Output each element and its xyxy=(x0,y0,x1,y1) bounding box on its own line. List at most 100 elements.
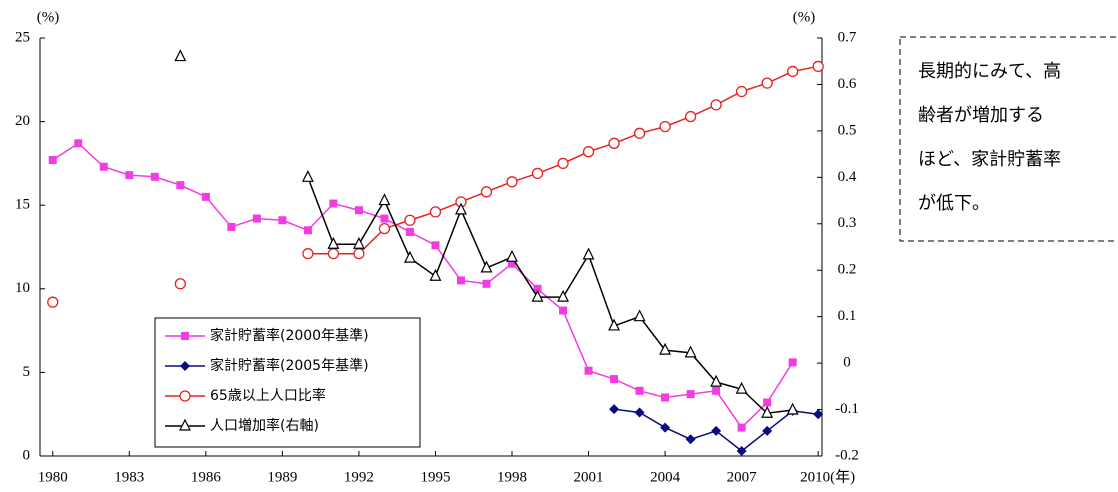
marker xyxy=(327,248,340,260)
x-tick-label: 1980 xyxy=(38,469,68,485)
marker xyxy=(378,222,391,235)
marker xyxy=(455,202,467,215)
marker xyxy=(608,137,620,149)
annotation-text: 齢者が増加する xyxy=(918,105,1044,126)
marker xyxy=(761,77,773,89)
marker xyxy=(684,345,697,358)
marker xyxy=(661,393,670,402)
marker xyxy=(737,423,746,432)
marker xyxy=(429,268,442,281)
legend-label: 65歳以上人口比率 xyxy=(210,387,326,404)
marker xyxy=(180,361,190,371)
marker xyxy=(633,309,646,322)
series-line xyxy=(52,142,794,429)
y2-tick-label: 0.4 xyxy=(838,169,857,185)
marker xyxy=(403,250,416,263)
y2-tick-label: 0.7 xyxy=(838,29,857,45)
marker xyxy=(506,176,518,188)
legend-label: 人口増加率(右軸) xyxy=(210,417,319,434)
marker xyxy=(762,425,773,436)
marker xyxy=(712,386,721,395)
marker xyxy=(710,99,722,111)
marker xyxy=(329,199,338,208)
marker xyxy=(48,156,57,165)
y-tick-label: 15 xyxy=(15,197,30,213)
y2-unit-label: (%) xyxy=(793,9,816,25)
marker xyxy=(252,214,261,223)
marker xyxy=(609,404,620,415)
marker xyxy=(47,296,59,308)
x-tick-label: 2007 xyxy=(727,469,758,485)
series-line xyxy=(307,177,793,415)
marker xyxy=(482,279,491,288)
y-unit-label: (%) xyxy=(37,9,60,25)
marker xyxy=(763,398,772,407)
marker xyxy=(812,60,824,73)
y-tick-label: 10 xyxy=(15,280,30,296)
annotation-text: 長期的にみて、高 xyxy=(918,61,1061,82)
marker xyxy=(559,306,568,315)
legend-label: 家計貯蓄率(2005年基準) xyxy=(210,357,369,374)
marker xyxy=(354,206,363,215)
y2-tick-label: 0.3 xyxy=(838,215,857,231)
marker xyxy=(125,171,134,180)
marker xyxy=(635,386,644,395)
marker xyxy=(533,284,542,293)
marker xyxy=(660,422,671,433)
marker xyxy=(788,358,797,367)
marker xyxy=(227,222,236,231)
marker xyxy=(74,139,83,148)
marker xyxy=(429,206,442,218)
marker xyxy=(431,241,440,250)
y-tick-label: 0 xyxy=(23,447,31,463)
marker xyxy=(584,366,593,375)
marker xyxy=(327,236,340,249)
marker xyxy=(480,186,493,198)
marker xyxy=(150,172,159,181)
marker xyxy=(174,278,186,290)
marker xyxy=(608,318,621,331)
marker xyxy=(404,214,416,226)
x-tick-label: 1983 xyxy=(114,469,144,485)
marker xyxy=(301,169,314,182)
marker xyxy=(686,390,695,399)
marker xyxy=(659,120,671,133)
marker xyxy=(710,374,723,387)
marker xyxy=(405,227,414,236)
y-tick-label: 25 xyxy=(15,29,30,45)
marker xyxy=(531,167,544,180)
marker xyxy=(787,65,799,78)
marker xyxy=(557,289,570,302)
y2-tick-label: 0.1 xyxy=(838,308,857,324)
y2-tick-label: 0.2 xyxy=(838,262,857,278)
marker xyxy=(179,390,191,402)
marker xyxy=(174,49,187,62)
marker xyxy=(353,248,365,260)
x-tick-label: 1986 xyxy=(191,469,222,485)
x-tick-label: 1989 xyxy=(267,469,297,485)
marker xyxy=(508,259,517,268)
marker xyxy=(201,192,210,201)
x-tick-label: 1998 xyxy=(497,469,527,485)
marker xyxy=(179,418,191,431)
marker xyxy=(480,260,493,273)
y2-tick-label: -0.2 xyxy=(835,447,859,463)
marker xyxy=(634,407,645,418)
marker xyxy=(685,434,696,445)
marker xyxy=(582,247,595,260)
marker xyxy=(181,332,189,340)
y2-tick-label: 0.6 xyxy=(838,76,857,92)
x-tick-label: 1995 xyxy=(420,469,450,485)
marker xyxy=(736,445,747,456)
marker xyxy=(352,236,365,249)
annotation-text: が低下。 xyxy=(918,193,990,214)
marker xyxy=(380,214,389,223)
marker xyxy=(786,402,799,415)
marker xyxy=(711,425,722,436)
marker xyxy=(176,181,185,190)
marker xyxy=(633,127,646,139)
marker xyxy=(659,342,672,355)
marker xyxy=(761,405,774,418)
marker xyxy=(506,249,518,262)
